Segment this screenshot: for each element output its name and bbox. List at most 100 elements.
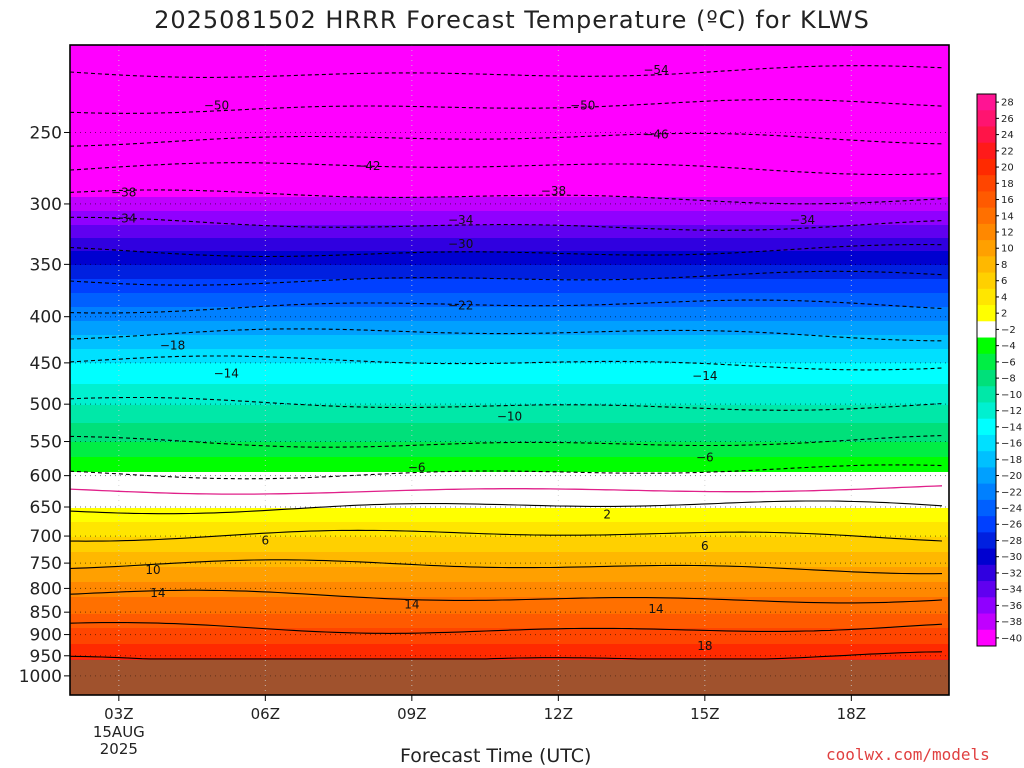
colorbar-swatch [977,207,996,225]
contour-line [69,98,943,114]
temperature-band [70,321,949,336]
contour-label: −46 [643,128,668,142]
temperature-band [70,537,949,553]
temperature-band [70,363,949,385]
contour-line [69,559,943,575]
colorbar-swatch [977,629,996,647]
temperature-band [70,597,949,615]
x-tick-label: 03Z [104,705,133,723]
temperature-band [70,628,949,645]
colorbar-swatch [977,94,996,111]
y-tick-label: 500 [30,395,62,415]
chart-title: 2025081502 HRRR Forecast Temperature (ºC… [154,6,870,34]
colorbar-label: −36 [1001,601,1022,612]
temperature-band [70,644,949,660]
temperature-band [70,225,949,239]
contour-label: −50 [570,98,595,112]
y-tick-label: 950 [30,647,62,667]
colorbar-label: −32 [1001,568,1022,579]
contour-line [70,216,943,231]
temperature-band [70,457,949,473]
x-tick-label: 18Z [837,705,866,723]
y-tick-label: 850 [30,603,62,623]
colorbar-label: 8 [1001,260,1007,271]
temperature-band [70,522,949,538]
colorbar-label: −12 [1001,406,1022,417]
x-date-day: 15AUG [93,723,145,741]
y-tick-label: 350 [30,255,62,275]
colorbar-swatch [977,564,996,582]
temperature-band [70,45,949,198]
contour-label: 6 [262,533,270,547]
x-tick-label: 09Z [397,705,426,723]
y-tick-label: 800 [30,579,62,599]
ground-fill [70,659,949,695]
colorbar-swatch [977,305,996,322]
y-tick-label: 400 [30,308,62,328]
colorbar-swatch [977,353,996,371]
temperature-band [70,238,949,252]
plot-area [70,45,949,660]
contour-label: −14 [692,369,717,383]
contour-line [69,65,943,78]
colorbar-label: 2 [1001,309,1007,320]
y-tick-label: 650 [30,498,62,518]
colorbar-swatch [977,370,996,387]
contour-label: 18 [697,639,712,653]
grid-layer [70,45,949,695]
x-axis-label: Forecast Time (UTC) [400,745,592,767]
contour-labels: −54 −50 −50 −46 −42 −38 −38 −34 −34 −34 −30 −22 −18 −… [111,63,815,653]
colorbar-label: 18 [1001,179,1014,190]
colorbar-swatch [977,223,996,241]
y-tick-label: 450 [30,354,62,374]
contour-lines [69,65,943,660]
colorbar-label: 12 [1001,228,1014,239]
colorbar-swatch [977,597,996,615]
temperature-band [70,335,949,350]
x-tick-label: 06Z [251,705,280,723]
colorbar-label: 14 [1001,211,1014,222]
temperature-band [70,423,949,443]
zero-isotherm [69,485,943,495]
contour-label: −6 [408,461,426,475]
colorbar-label: 6 [1001,276,1007,287]
colorbar-label: −14 [1001,422,1022,433]
colorbar-swatch [977,418,996,436]
temperature-band [70,614,949,629]
colorbar-border [976,93,997,647]
colorbar-label: 24 [1001,130,1014,141]
x-tick-label: 15Z [690,705,719,723]
colorbar-swatch [977,272,996,290]
contour-label: −30 [448,237,473,251]
contour-line [70,529,943,542]
colorbar-label: −28 [1001,536,1022,547]
x-tick-label: 12Z [544,705,573,723]
temperature-band [70,279,949,294]
x-date-year: 2025 [100,740,138,758]
colorbar-swatch [977,158,996,176]
colorbar-swatch [977,581,996,598]
contour-line [69,500,943,515]
contour-line [69,270,943,286]
colorbar-swatch [977,288,996,306]
contour-label: −50 [204,98,229,112]
colorbar-label: −34 [1001,585,1022,596]
colorbar-swatch [977,337,996,355]
temperature-band [70,442,949,458]
colorbar-label: 28 [1001,98,1014,109]
contour-line [69,132,943,147]
colorbar-label: 20 [1001,163,1014,174]
colorbar-label: −8 [1001,374,1016,385]
temperature-band [70,211,949,226]
colorbar-label: −2 [1001,325,1016,336]
colorbar-label: −26 [1001,520,1022,531]
contour-line [69,651,943,660]
colorbar-swatch [977,548,996,566]
contour-label: −14 [214,367,239,381]
contour-label: −54 [643,63,668,77]
contour-line [69,435,943,448]
temperature-band [70,582,949,598]
y-axis: 250 300 350 400 450 500 550 600 650 700 750 800 850 9… [19,123,70,687]
contour-label: 10 [145,563,160,577]
contour-label: −22 [448,298,473,312]
